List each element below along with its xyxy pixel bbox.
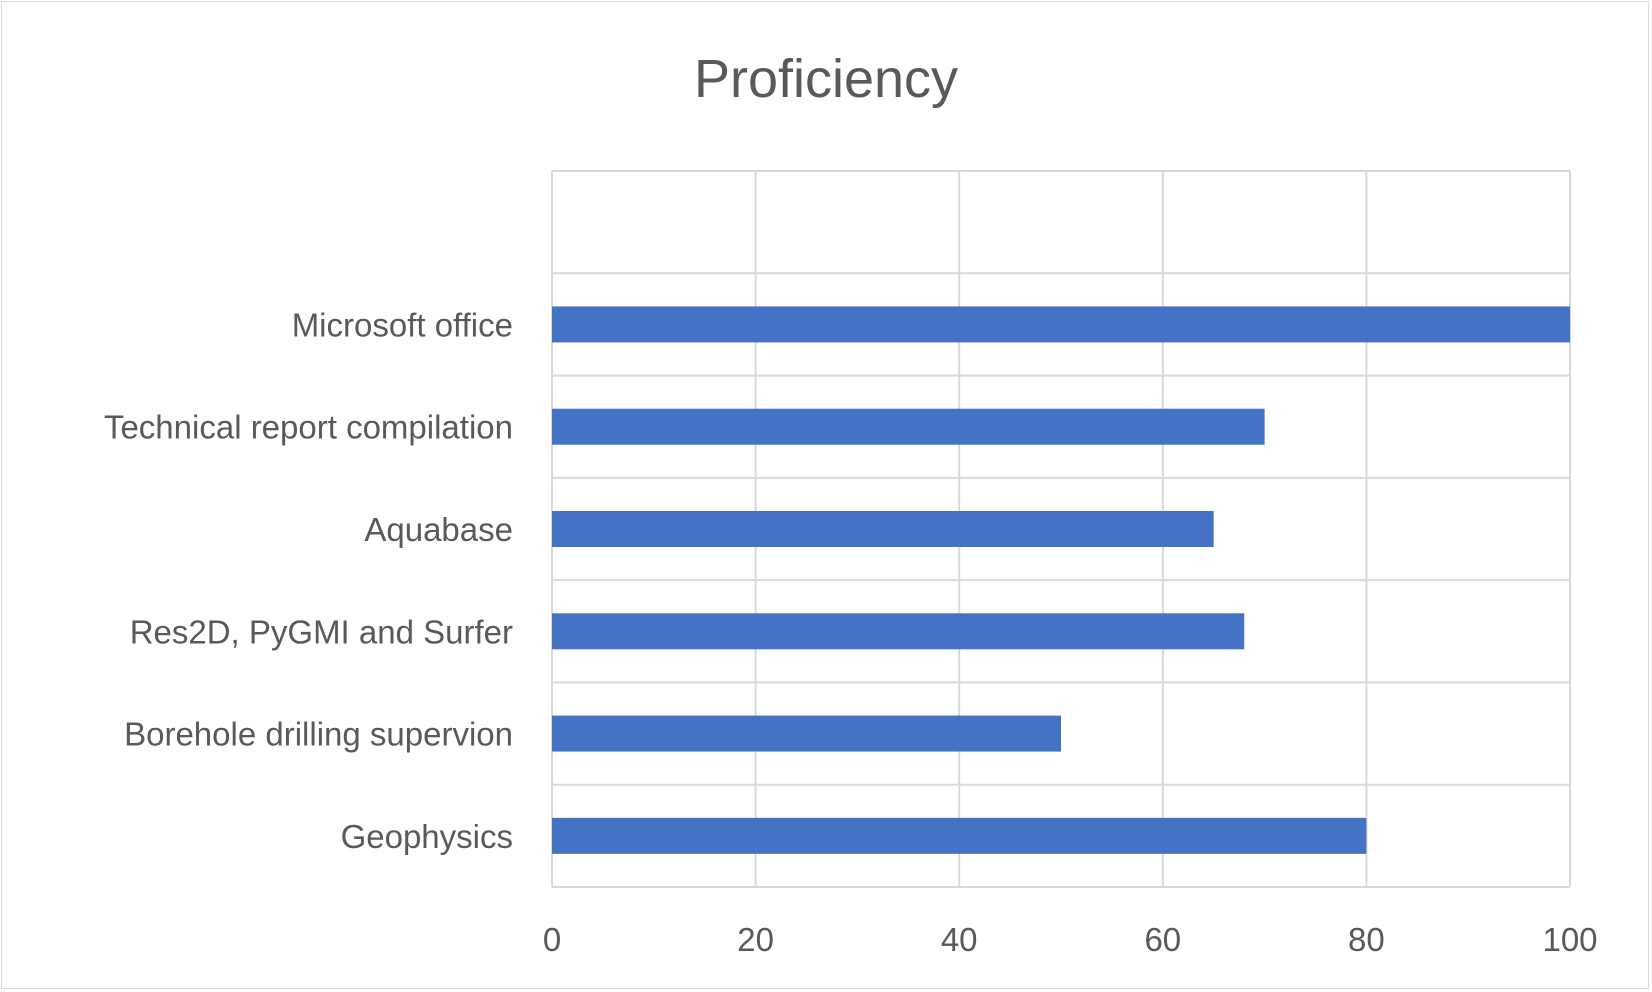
x-tick-label: 100: [1542, 921, 1597, 958]
category-label: Microsoft office: [292, 306, 513, 343]
x-tick-label: 0: [543, 921, 561, 958]
x-tick-label: 60: [1144, 921, 1181, 958]
chart-title: Proficiency: [694, 49, 958, 109]
category-label: Geophysics: [341, 818, 513, 855]
category-label: Borehole drilling supervion: [124, 716, 513, 753]
x-tick-label: 80: [1348, 921, 1385, 958]
category-label: Res2D, PyGMI and Surfer: [130, 613, 513, 650]
bar: [552, 817, 1367, 854]
x-tick-label: 40: [941, 921, 978, 958]
x-tick-labels: 0 20 40 60 80 100: [543, 921, 1598, 958]
bar: [552, 511, 1214, 547]
grid-layer: [551, 170, 1571, 888]
bar: [552, 408, 1265, 445]
category-label: Aquabase: [364, 511, 513, 548]
bar: [552, 613, 1245, 650]
category-label: Technical report compilation: [104, 409, 513, 446]
category-labels: Geophysics Borehole drilling supervion Res…: [104, 306, 513, 854]
x-tick-label: 20: [737, 921, 774, 958]
bar: [552, 306, 1570, 343]
bar: [552, 715, 1061, 752]
bar-layer: [552, 306, 1570, 854]
